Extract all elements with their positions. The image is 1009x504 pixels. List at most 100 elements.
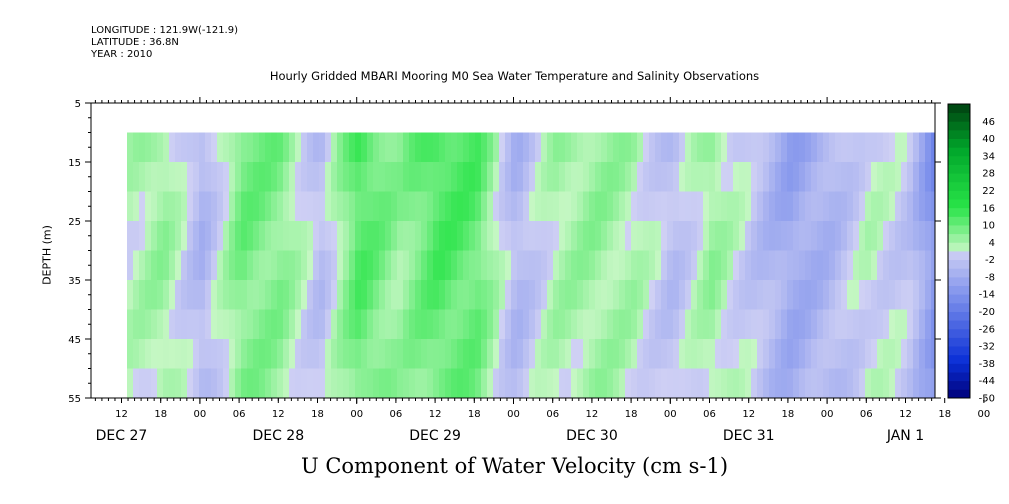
colorbar-label: -14	[979, 290, 995, 301]
x-tick-label: 06	[546, 409, 559, 420]
heatmap-cell	[775, 221, 782, 251]
heatmap-cell	[661, 132, 668, 163]
heatmap-cell	[865, 280, 872, 310]
heatmap-cell	[901, 191, 908, 222]
heatmap-cell	[559, 191, 566, 222]
heatmap-cell	[439, 132, 446, 163]
heatmap-cell	[715, 368, 722, 399]
x-tick-label: 00	[664, 409, 677, 420]
heatmap-cell	[259, 162, 266, 192]
heatmap-cell	[847, 132, 854, 163]
heatmap-cell	[721, 368, 728, 399]
heatmap-cell	[511, 191, 518, 222]
heatmap-cell	[343, 162, 350, 192]
heatmap-cell	[373, 368, 380, 399]
heatmap-cell	[223, 280, 230, 310]
heatmap-cell	[169, 339, 176, 369]
heatmap-cell	[205, 339, 212, 369]
heatmap-cell	[265, 309, 272, 340]
heatmap-cell	[637, 132, 644, 163]
heatmap-cell	[709, 280, 716, 310]
heatmap-cell	[433, 339, 440, 369]
heatmap-cell	[709, 309, 716, 340]
heatmap-cell	[271, 309, 278, 340]
heatmap-cell	[799, 250, 806, 281]
heatmap-cell	[733, 191, 740, 222]
heatmap-cell	[133, 191, 140, 222]
heatmap-cell	[145, 339, 152, 369]
heatmap-cell	[283, 162, 290, 192]
heatmap-cell	[439, 191, 446, 222]
heatmap-cell	[685, 368, 692, 399]
heatmap-cell	[571, 280, 578, 310]
heatmap-cell	[385, 309, 392, 340]
heatmap-cell	[613, 280, 620, 310]
heatmap-cell	[253, 339, 260, 369]
heatmap-cell	[391, 368, 398, 399]
heatmap-cell	[169, 280, 176, 310]
heatmap-cell	[823, 221, 830, 251]
heatmap-cell	[493, 339, 500, 369]
heatmap-cell	[559, 280, 566, 310]
heatmap-cell	[865, 368, 872, 399]
heatmap-cell	[451, 368, 458, 399]
heatmap-cell	[763, 280, 770, 310]
heatmap-cell	[667, 132, 674, 163]
heatmap-cell	[337, 162, 344, 192]
heatmap-cell	[607, 309, 614, 340]
heatmap-cell	[199, 191, 206, 222]
heatmap-cell	[673, 132, 680, 163]
heatmap-cell	[145, 280, 152, 310]
heatmap-cell	[667, 368, 674, 399]
heatmap-cell	[223, 162, 230, 192]
heatmap-cell	[421, 221, 428, 251]
heatmap-cell	[901, 132, 908, 163]
heatmap-cell	[445, 191, 452, 222]
heatmap-cell	[379, 339, 386, 369]
heatmap-cell	[217, 368, 224, 399]
heatmap-cell	[427, 309, 434, 340]
heatmap-cell	[325, 132, 332, 163]
colorbar-bin	[948, 147, 970, 157]
heatmap-cell	[601, 368, 608, 399]
colorbar-bin	[948, 268, 970, 278]
heatmap-cell	[571, 339, 578, 369]
heatmap-cell	[205, 250, 212, 281]
heatmap-cell	[793, 221, 800, 251]
x-tick-label: 00	[507, 409, 520, 420]
heatmap-cell	[877, 368, 884, 399]
heatmap-cell	[415, 132, 422, 163]
heatmap-cell	[913, 221, 920, 251]
heatmap-cell	[853, 280, 860, 310]
heatmap-cell	[787, 162, 794, 192]
heatmap-cell	[127, 368, 134, 399]
heatmap-cell	[739, 339, 746, 369]
heatmap-cell	[187, 368, 194, 399]
x-tick-label: 06	[860, 409, 873, 420]
heatmap-cell	[319, 309, 326, 340]
colorbar-frame	[947, 103, 971, 399]
heatmap-cell	[727, 368, 734, 399]
heatmap-cell	[595, 309, 602, 340]
heatmap-cell	[589, 309, 596, 340]
heatmap-cell	[763, 221, 770, 251]
heatmap-cell	[367, 339, 374, 369]
heatmap-cell	[505, 132, 512, 163]
heatmap-cell	[319, 250, 326, 281]
heatmap-cell	[775, 368, 782, 399]
heatmap-cell	[901, 368, 908, 399]
x-axis-label: U Component of Water Velocity (cm s-1)	[300, 454, 729, 478]
heatmap-cell	[217, 191, 224, 222]
heatmap-cell	[919, 250, 926, 281]
heatmap-cell	[211, 309, 218, 340]
heatmap-cell	[817, 221, 824, 251]
heatmap-cell	[763, 309, 770, 340]
heatmap-cell	[361, 162, 368, 192]
heatmap-cell	[877, 132, 884, 163]
heatmap-cell	[511, 221, 518, 251]
heatmap-cell	[919, 339, 926, 369]
colorbar-label: 40	[982, 134, 995, 145]
heatmap-cell	[337, 309, 344, 340]
heatmap-cell	[385, 280, 392, 310]
heatmap-cell	[397, 309, 404, 340]
